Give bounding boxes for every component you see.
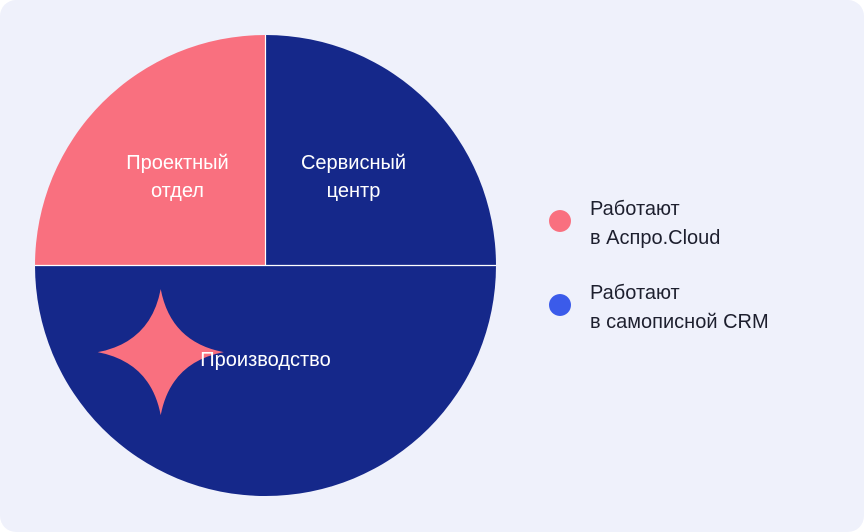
legend-label-line: Работают: [590, 282, 680, 304]
legend: Работают в Аспро.Cloud Работают в самопи…: [549, 195, 849, 363]
legend-label-line: Работают: [590, 198, 680, 220]
legend-label-line: в Аспро.Cloud: [590, 227, 721, 249]
legend-label: Работают в самописной CRM: [590, 279, 849, 337]
pie-slice: [35, 265, 496, 496]
slice-label: Проектный отдел: [126, 149, 228, 205]
slice-label-line: Производство: [200, 349, 331, 371]
pie-slice: [35, 35, 266, 266]
slice-label-line: Сервисный: [300, 152, 407, 175]
legend-item-aspro-cloud: Работают в Аспро.Cloud: [549, 195, 849, 253]
sparkle-icon: [97, 289, 224, 416]
legend-item-custom-crm: Работают в самописной CRM: [549, 279, 849, 337]
slice-label: Производство: [200, 346, 330, 374]
legend-label-line: в самописной CRM: [590, 311, 769, 333]
slice-label-line: центр: [326, 180, 381, 203]
slice-label-line: отдел: [150, 180, 204, 203]
legend-label: Работают в Аспро.Cloud: [590, 195, 849, 253]
slice-label: Сервисный центр: [301, 149, 406, 205]
legend-dot-pink: [549, 210, 571, 232]
pie-chart-svg: [35, 35, 496, 496]
legend-dot-blue: [549, 294, 571, 316]
pie-slice: [265, 35, 496, 266]
slice-label-line: Проектный: [126, 152, 229, 175]
pie-chart: [35, 35, 496, 496]
